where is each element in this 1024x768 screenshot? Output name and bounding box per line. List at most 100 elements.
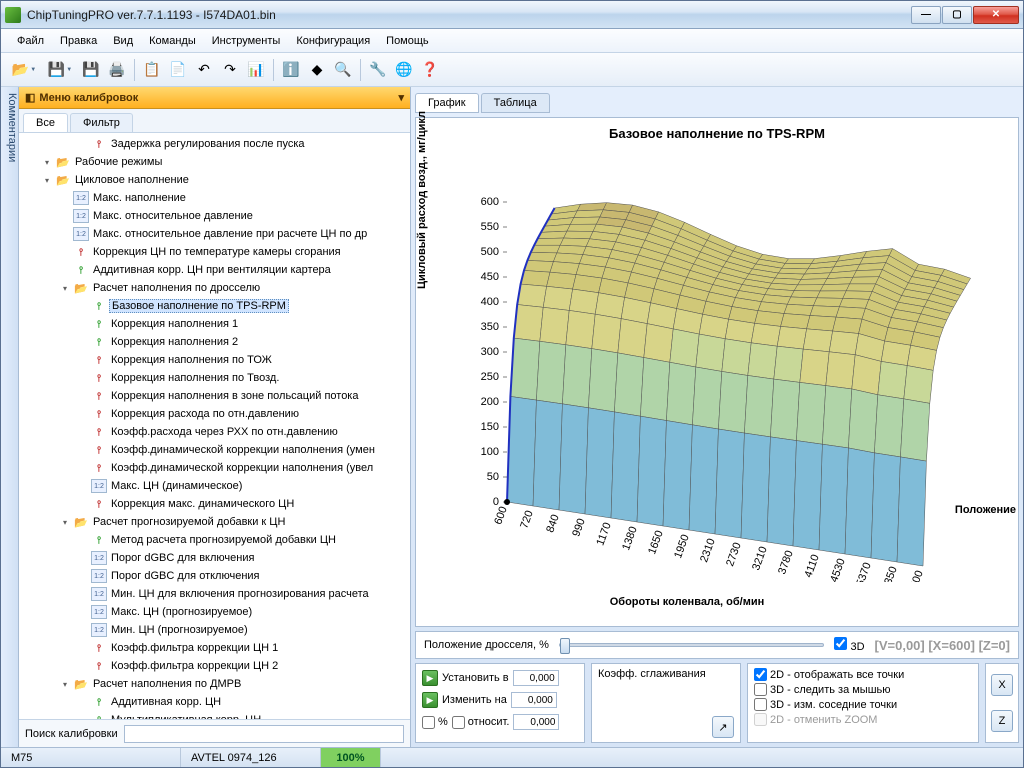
svg-text:720: 720 — [518, 509, 536, 530]
close-button[interactable]: ✕ — [973, 6, 1019, 24]
set-button[interactable]: ▶ — [422, 670, 438, 686]
menu-помощь[interactable]: Помощь — [378, 32, 437, 50]
opt-2d-points[interactable]: 2D - отображать все точки — [754, 668, 972, 681]
chart-icon[interactable]: 📊 — [244, 58, 268, 82]
svg-text:500: 500 — [481, 246, 499, 258]
search-input[interactable] — [124, 725, 404, 743]
tree-node[interactable]: Базовое наполнение по TPS-RPM — [19, 297, 410, 315]
set-value-input[interactable] — [513, 670, 559, 686]
copy-icon[interactable]: 📋 — [140, 58, 164, 82]
tree-node[interactable]: Коррекция ЦН по температуре камеры сгора… — [19, 243, 410, 261]
tree-node[interactable]: Коррекция расхода по отн.давлению — [19, 405, 410, 423]
calibration-tree[interactable]: Задержка регулирования после пуска▾Рабоч… — [19, 133, 410, 719]
opt-3d-neighbor[interactable]: 3D - изм. соседние точки — [754, 698, 972, 711]
open-icon[interactable]: 📂▼ — [7, 58, 41, 82]
calibration-header: ◧Меню калибровок ▾ — [19, 87, 410, 109]
tree-node[interactable]: ▾Рабочие режимы — [19, 153, 410, 171]
comments-side-tab[interactable]: Комментарии — [1, 87, 19, 747]
tree-node[interactable]: 1:2Мин. ЦН для включения прогнозирования… — [19, 585, 410, 603]
menu-правка[interactable]: Правка — [52, 32, 105, 50]
svg-text:2730: 2730 — [724, 541, 744, 568]
tree-node[interactable]: Мультипликативная корр. ЦН — [19, 711, 410, 719]
help-icon[interactable]: ❓ — [418, 58, 442, 82]
info-icon[interactable]: ℹ️ — [279, 58, 303, 82]
maximize-button[interactable]: ▢ — [942, 6, 972, 24]
throttle-slider[interactable] — [559, 643, 825, 647]
save-icon[interactable]: 💾▼ — [43, 58, 77, 82]
tab-table[interactable]: Таблица — [481, 93, 550, 113]
checkbox-3d[interactable]: 3D — [834, 637, 864, 653]
tree-node[interactable]: Коэфф.расхода через РХХ по отн.давлению — [19, 423, 410, 441]
tree-node[interactable]: ▾Расчет наполнения по дросселю — [19, 279, 410, 297]
tree-node[interactable]: Коэфф.динамической коррекции наполнения … — [19, 441, 410, 459]
tree-node[interactable]: Коррекция наполнения в зоне польсаций по… — [19, 387, 410, 405]
tab-filter[interactable]: Фильтр — [70, 113, 133, 132]
tree-node[interactable]: Коррекция наполнения 2 — [19, 333, 410, 351]
svg-text:250: 250 — [481, 371, 499, 383]
svg-text:100: 100 — [481, 446, 499, 458]
tree-node[interactable]: ▾Расчет прогнозируемой добавки к ЦН — [19, 513, 410, 531]
rel-value-input[interactable] — [513, 714, 559, 730]
zoom-icon[interactable]: 🔍 — [331, 58, 355, 82]
smooth-apply-button[interactable]: ↗ — [712, 716, 734, 738]
tab-graph[interactable]: График — [415, 93, 479, 113]
diamond-icon[interactable]: ◆ — [305, 58, 329, 82]
menu-конфигурация[interactable]: Конфигурация — [288, 32, 378, 50]
svg-text:3210: 3210 — [750, 545, 770, 572]
search-label: Поиск калибровки — [25, 728, 118, 740]
globe-icon[interactable]: 🌐 — [392, 58, 416, 82]
tree-node[interactable]: 1:2Порог dGBC для включения — [19, 549, 410, 567]
change-button[interactable]: ▶ — [422, 692, 438, 708]
x-axis-button[interactable]: X — [991, 674, 1013, 696]
tree-node[interactable]: 1:2Мин. ЦН (прогнозируемое) — [19, 621, 410, 639]
tree-node[interactable]: ▾Цикловое наполнение — [19, 171, 410, 189]
pct-checkbox[interactable]: % — [422, 716, 448, 729]
tree-node[interactable]: Коррекция наполнения по Твозд. — [19, 369, 410, 387]
tree-node[interactable]: Коррекция наполнения 1 — [19, 315, 410, 333]
tree-node[interactable]: Метод расчета прогнозируемой добавки ЦН — [19, 531, 410, 549]
tree-node[interactable]: 1:2Макс. ЦН (прогнозируемое) — [19, 603, 410, 621]
menu-команды[interactable]: Команды — [141, 32, 204, 50]
tree-node[interactable]: Задержка регулирования после пуска — [19, 135, 410, 153]
tree-node[interactable]: 1:2Макс. относительное давление при расч… — [19, 225, 410, 243]
opt-3d-mouse[interactable]: 3D - следить за мышью — [754, 683, 972, 696]
relative-checkbox[interactable]: относит. — [452, 716, 510, 729]
tab-all[interactable]: Все — [23, 113, 68, 132]
tree-node[interactable]: 1:2Макс. относительное давление — [19, 207, 410, 225]
print-icon[interactable]: 🖨️ — [105, 58, 129, 82]
app-icon — [5, 7, 21, 23]
z-axis-button[interactable]: Z — [991, 710, 1013, 732]
undo-icon[interactable]: ↶ — [192, 58, 216, 82]
opt-2d-zoom: 2D - отменить ZOOM — [754, 713, 972, 726]
saveas-icon[interactable]: 💾 — [79, 58, 103, 82]
svg-text:300: 300 — [481, 346, 499, 358]
panel-menu-icon[interactable]: ▾ — [398, 91, 404, 104]
coord-display: [V=0,00] [X=600] [Z=0] — [875, 638, 1010, 653]
svg-text:600: 600 — [481, 196, 499, 208]
svg-text:1380: 1380 — [620, 525, 640, 552]
tree-node[interactable]: Коэфф.динамической коррекции наполнения … — [19, 459, 410, 477]
tree-node[interactable]: 1:2Порог dGBC для отключения — [19, 567, 410, 585]
xz-panel: X Z — [985, 663, 1019, 743]
menu-инструменты[interactable]: Инструменты — [204, 32, 289, 50]
window-title: ChipTuningPRO ver.7.7.1.1193 - I574DA01.… — [27, 8, 911, 22]
change-value-input[interactable] — [511, 692, 557, 708]
tree-node[interactable]: 1:2Макс. наполнение — [19, 189, 410, 207]
tree-node[interactable]: Аддитивная корр. ЦН при вентиляции карте… — [19, 261, 410, 279]
tree-node[interactable]: Аддитивная корр. ЦН — [19, 693, 410, 711]
tree-node[interactable]: ▾Расчет наполнения по ДМРВ — [19, 675, 410, 693]
tree-node[interactable]: Коэфф.фильтра коррекции ЦН 1 — [19, 639, 410, 657]
menu-вид[interactable]: Вид — [105, 32, 141, 50]
tree-node[interactable]: Коэфф.фильтра коррекции ЦН 2 — [19, 657, 410, 675]
tool1-icon[interactable]: 🔧 — [366, 58, 390, 82]
menu-файл[interactable]: Файл — [9, 32, 52, 50]
chart-3d-surface[interactable]: Базовое наполнение по TPS-RPM Цикловый р… — [415, 117, 1019, 627]
paste-icon[interactable]: 📄 — [166, 58, 190, 82]
redo-icon[interactable]: ↷ — [218, 58, 242, 82]
tree-node[interactable]: Коррекция макс. динамического ЦН — [19, 495, 410, 513]
svg-text:1650: 1650 — [646, 529, 666, 556]
tree-node[interactable]: Коррекция наполнения по ТОЖ — [19, 351, 410, 369]
tree-node[interactable]: 1:2Макс. ЦН (динамическое) — [19, 477, 410, 495]
statusbar: М75 AVTEL 0974_126 100% — [1, 747, 1023, 767]
minimize-button[interactable]: — — [911, 6, 941, 24]
